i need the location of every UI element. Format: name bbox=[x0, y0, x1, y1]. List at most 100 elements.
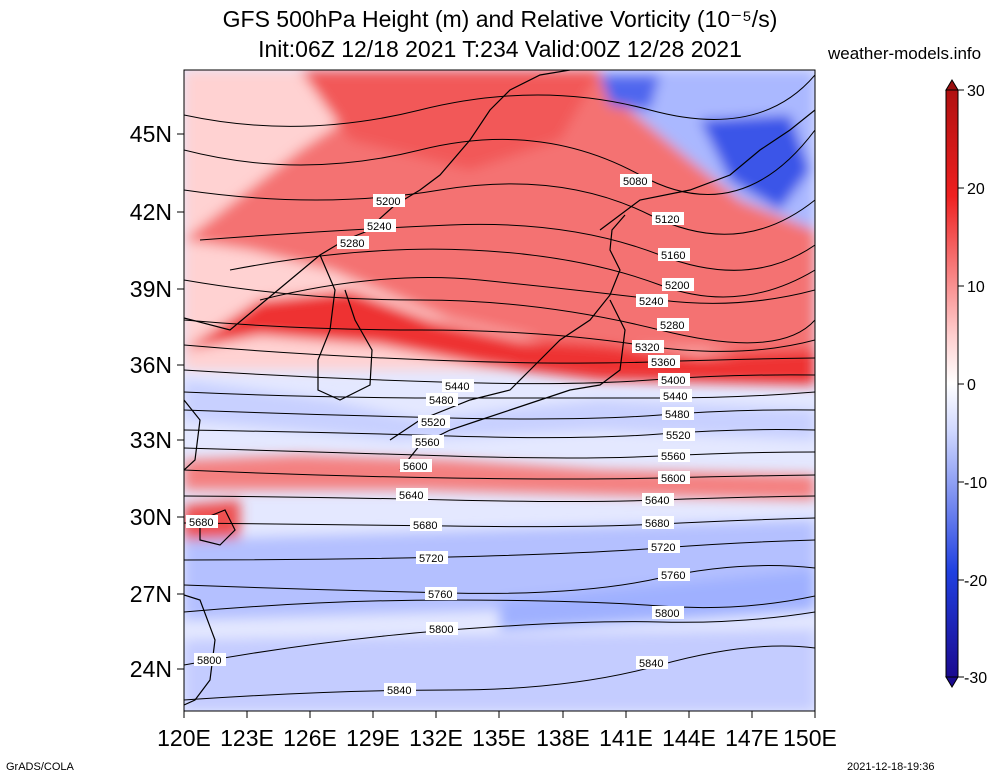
svg-text:5160: 5160 bbox=[661, 250, 685, 262]
contour-label-5280-b: 5280 bbox=[337, 236, 369, 250]
lon-label: 150E bbox=[783, 725, 837, 751]
contour-label-5600-b: 5600 bbox=[658, 471, 690, 485]
axis-ticks bbox=[177, 133, 816, 718]
contour-labels: 5080 5120 5160 5200 5200 5240 5240 5280 … bbox=[186, 174, 695, 697]
contour-label-5560: 5560 bbox=[412, 435, 444, 449]
svg-text:5120: 5120 bbox=[655, 214, 679, 226]
lat-label: 27N bbox=[130, 581, 172, 607]
contour-label-5680-c: 5680 bbox=[642, 516, 674, 530]
svg-text:5800: 5800 bbox=[197, 655, 221, 667]
contour-label-5760: 5760 bbox=[425, 587, 457, 601]
colorbar-tick: 30 bbox=[967, 83, 985, 100]
contour-label-5120: 5120 bbox=[652, 212, 684, 226]
svg-text:5680: 5680 bbox=[645, 518, 669, 530]
svg-text:5520: 5520 bbox=[666, 430, 690, 442]
contour-label-5200: 5200 bbox=[662, 278, 694, 292]
svg-text:5360: 5360 bbox=[651, 357, 675, 369]
lat-label: 24N bbox=[130, 656, 172, 682]
map-subtitle: Init:06Z 12/18 2021 T:234 Valid:00Z 12/2… bbox=[258, 36, 742, 62]
lon-label: 132E bbox=[409, 725, 463, 751]
site-label: weather-models.info bbox=[828, 44, 982, 63]
svg-text:5800: 5800 bbox=[655, 608, 679, 620]
contour-label-5440: 5440 bbox=[442, 379, 474, 393]
lat-label: 45N bbox=[130, 121, 172, 147]
contour-label-5840-b: 5840 bbox=[384, 683, 416, 697]
lon-label: 147E bbox=[725, 725, 779, 751]
lon-label: 144E bbox=[662, 725, 716, 751]
svg-text:5560: 5560 bbox=[415, 437, 439, 449]
lat-label: 33N bbox=[130, 427, 172, 453]
lon-label: 141E bbox=[599, 725, 653, 751]
lon-label: 120E bbox=[157, 725, 211, 751]
lon-label: 138E bbox=[536, 725, 590, 751]
svg-text:5680: 5680 bbox=[189, 517, 213, 529]
contour-label-5840: 5840 bbox=[636, 656, 668, 670]
svg-text:5680: 5680 bbox=[413, 520, 437, 532]
contour-label-5560-b: 5560 bbox=[658, 449, 690, 463]
svg-text:5600: 5600 bbox=[403, 461, 427, 473]
colorbar-tick: -20 bbox=[964, 573, 987, 590]
svg-text:5840: 5840 bbox=[639, 658, 663, 670]
svg-text:5200: 5200 bbox=[376, 196, 400, 208]
contour-label-5800-b: 5800 bbox=[652, 606, 684, 620]
svg-text:5760: 5760 bbox=[428, 589, 452, 601]
contour-label-5520: 5520 bbox=[418, 415, 450, 429]
contour-label-5240-b: 5240 bbox=[364, 219, 396, 233]
colorbar-tick: -30 bbox=[964, 670, 987, 687]
contour-label-5800-c: 5800 bbox=[194, 653, 226, 667]
contour-label-5160: 5160 bbox=[658, 248, 690, 262]
vorticity-field bbox=[184, 70, 815, 711]
lon-labels: 120E 123E 126E 129E 132E 135E 138E 141E … bbox=[157, 725, 837, 751]
colorbar-max-triangle bbox=[945, 79, 959, 91]
colorbar-tick: 10 bbox=[967, 279, 985, 296]
height-contours bbox=[184, 74, 815, 701]
svg-text:5480: 5480 bbox=[665, 409, 689, 421]
svg-text:5560: 5560 bbox=[661, 451, 685, 463]
svg-text:5480: 5480 bbox=[429, 395, 453, 407]
contour-label-5480-b: 5480 bbox=[662, 407, 694, 421]
render-timestamp: 2021-12-18-19:36 bbox=[847, 761, 935, 773]
contour-label-5720-b: 5720 bbox=[648, 540, 680, 554]
colorbar-tick: 0 bbox=[967, 377, 976, 394]
svg-text:5320: 5320 bbox=[635, 342, 659, 354]
contour-label-5680-b: 5680 bbox=[410, 518, 442, 532]
colorbar: 30 20 10 0 -10 -20 -30 bbox=[945, 79, 987, 688]
contour-label-5280: 5280 bbox=[657, 318, 689, 332]
svg-text:5440: 5440 bbox=[663, 391, 687, 403]
svg-text:5240: 5240 bbox=[639, 296, 663, 308]
svg-text:5280: 5280 bbox=[660, 320, 684, 332]
lon-label: 126E bbox=[283, 725, 337, 751]
lon-label: 123E bbox=[220, 725, 274, 751]
colorbar-tick: 20 bbox=[967, 181, 985, 198]
map-title: GFS 500hPa Height (m) and Relative Vorti… bbox=[222, 6, 778, 32]
colorbar-min-triangle bbox=[945, 676, 959, 688]
contour-label-5480: 5480 bbox=[426, 393, 458, 407]
svg-text:5800: 5800 bbox=[429, 624, 453, 636]
grads-credit: GrADS/COLA bbox=[6, 761, 74, 773]
contour-label-5720: 5720 bbox=[416, 551, 448, 565]
contour-label-5320: 5320 bbox=[632, 340, 664, 354]
lat-label: 36N bbox=[130, 352, 172, 378]
svg-text:5240: 5240 bbox=[367, 221, 391, 233]
colorbar-scale bbox=[945, 89, 959, 678]
svg-text:5400: 5400 bbox=[661, 375, 685, 387]
contour-label-5080: 5080 bbox=[620, 174, 652, 188]
lat-labels: 45N 42N 39N 36N 33N 30N 27N 24N bbox=[130, 121, 172, 682]
contour-label-5240: 5240 bbox=[636, 294, 668, 308]
svg-text:5600: 5600 bbox=[661, 473, 685, 485]
contour-label-5800: 5800 bbox=[426, 622, 458, 636]
svg-text:5720: 5720 bbox=[419, 553, 443, 565]
contour-label-5200-b: 5200 bbox=[373, 194, 405, 208]
svg-text:5440: 5440 bbox=[445, 381, 469, 393]
lon-label: 135E bbox=[472, 725, 526, 751]
svg-text:5720: 5720 bbox=[651, 542, 675, 554]
contour-label-5680: 5680 bbox=[186, 515, 218, 529]
svg-text:5760: 5760 bbox=[661, 570, 685, 582]
contour-label-5600: 5600 bbox=[400, 459, 432, 473]
contour-label-5440-b: 5440 bbox=[660, 389, 692, 403]
contour-label-5400: 5400 bbox=[658, 373, 690, 387]
svg-text:5640: 5640 bbox=[399, 490, 423, 502]
contour-label-5520-b: 5520 bbox=[663, 428, 695, 442]
svg-text:5520: 5520 bbox=[421, 417, 445, 429]
